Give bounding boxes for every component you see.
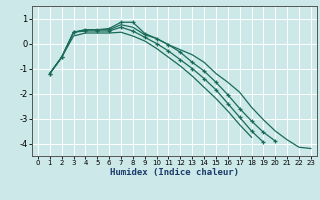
X-axis label: Humidex (Indice chaleur): Humidex (Indice chaleur) bbox=[110, 168, 239, 177]
